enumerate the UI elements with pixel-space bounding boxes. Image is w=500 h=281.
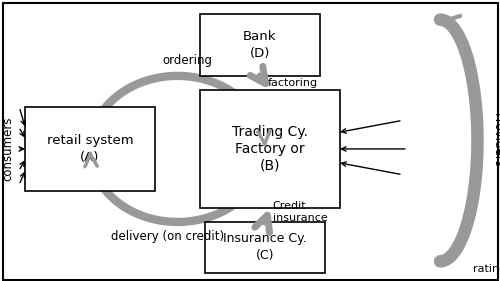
Text: ordering: ordering bbox=[162, 55, 212, 67]
Bar bbox=[200, 14, 320, 76]
Text: Insurance Cy.: Insurance Cy. bbox=[223, 232, 307, 245]
Text: factoring: factoring bbox=[268, 78, 318, 88]
Text: Providers: Providers bbox=[491, 113, 500, 168]
Text: retail system: retail system bbox=[46, 134, 134, 147]
Text: Factory or: Factory or bbox=[235, 142, 305, 156]
Text: Credit
insurance: Credit insurance bbox=[272, 201, 327, 223]
Text: consumers: consumers bbox=[1, 117, 14, 181]
Text: delivery (on credit): delivery (on credit) bbox=[111, 230, 224, 243]
Text: (A): (A) bbox=[80, 151, 100, 164]
Text: Bank: Bank bbox=[243, 30, 277, 43]
Bar bbox=[25, 107, 155, 191]
Bar bbox=[205, 222, 325, 273]
Bar bbox=[200, 90, 340, 208]
Text: (C): (C) bbox=[256, 249, 274, 262]
Text: rating: rating bbox=[472, 264, 500, 274]
Text: (D): (D) bbox=[250, 47, 270, 60]
Text: (B): (B) bbox=[260, 159, 280, 173]
Text: Trading Cy.: Trading Cy. bbox=[232, 125, 308, 139]
